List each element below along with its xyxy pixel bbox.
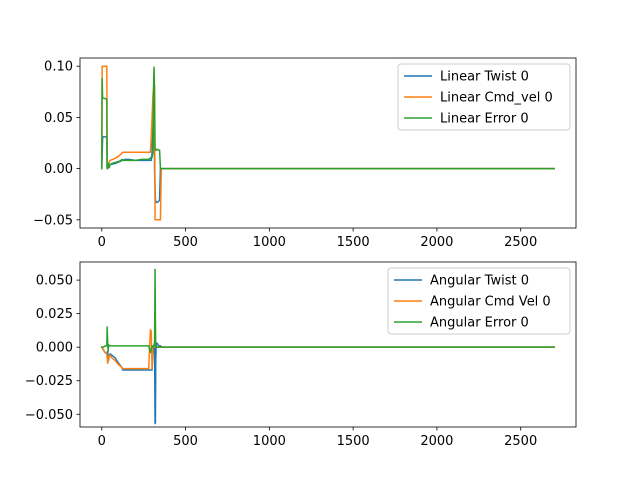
angular-y-tick-label: 0.000 <box>36 341 73 356</box>
linear-y-tick-label: 0.05 <box>44 111 73 126</box>
linear-legend-label-2: Linear Error 0 <box>440 112 529 127</box>
angular-x-tick-label: 2000 <box>420 434 453 449</box>
linear-x-tick-label: 2500 <box>504 235 537 250</box>
angular-axes-frame <box>79 261 577 428</box>
linear-x-tick-label: 1000 <box>253 235 286 250</box>
angular-y-tick-label: −0.050 <box>25 408 73 423</box>
linear-legend-label-0: Linear Twist 0 <box>440 70 529 85</box>
angular-x-tick-label: 500 <box>173 434 198 449</box>
linear-axes-frame <box>79 57 577 229</box>
linear-x-tick-label: 500 <box>173 235 198 250</box>
linear-legend: Linear Twist 0 Linear Cmd_vel 0 Linear Err… <box>397 63 571 131</box>
angular-series-line-1 <box>100 328 555 370</box>
angular-legend-label-1: Angular Cmd Vel 0 <box>430 295 551 310</box>
linear-series-line-1 <box>101 65 555 221</box>
linear-x-tick-label: 2000 <box>420 235 453 250</box>
angular-legend-label-0: Angular Twist 0 <box>430 274 529 289</box>
linear-series-group <box>101 65 555 221</box>
angular-x-tick-label: 1500 <box>337 434 370 449</box>
linear-subplot: 0 500 1000 1500 2000 2500 −0.05 0.00 0.05 0.10 Lin… <box>33 57 577 250</box>
linear-x-tick-label: 0 <box>98 235 106 250</box>
angular-y-tick-label: −0.025 <box>25 374 73 389</box>
linear-legend-label-1: Linear Cmd_vel 0 <box>440 91 553 106</box>
angular-legend: Angular Twist 0 Angular Cmd Vel 0 Angular … <box>387 267 571 335</box>
angular-y-tick-label: 0.025 <box>36 307 73 322</box>
angular-series-group <box>100 268 555 425</box>
angular-y-tick-label: 0.050 <box>36 274 73 289</box>
linear-series-line-2 <box>101 66 555 170</box>
angular-series-line-2 <box>101 268 555 354</box>
linear-y-tick-label: −0.05 <box>33 213 73 228</box>
linear-legend-box <box>397 63 571 131</box>
linear-y-tick-label: 0.00 <box>44 162 73 177</box>
angular-legend-label-2: Angular Error 0 <box>430 316 529 331</box>
linear-x-tick-label: 1500 <box>337 235 370 250</box>
linear-y-tick-label: 0.10 <box>44 60 73 75</box>
angular-subplot: 0 500 1000 1500 2000 2500 −0.050 −0.025 0.000 0.0… <box>25 261 577 449</box>
angular-x-tick-label: 0 <box>98 434 106 449</box>
angular-x-tick-label: 2500 <box>504 434 537 449</box>
angular-legend-box <box>387 267 571 335</box>
angular-x-tick-label: 1000 <box>253 434 286 449</box>
